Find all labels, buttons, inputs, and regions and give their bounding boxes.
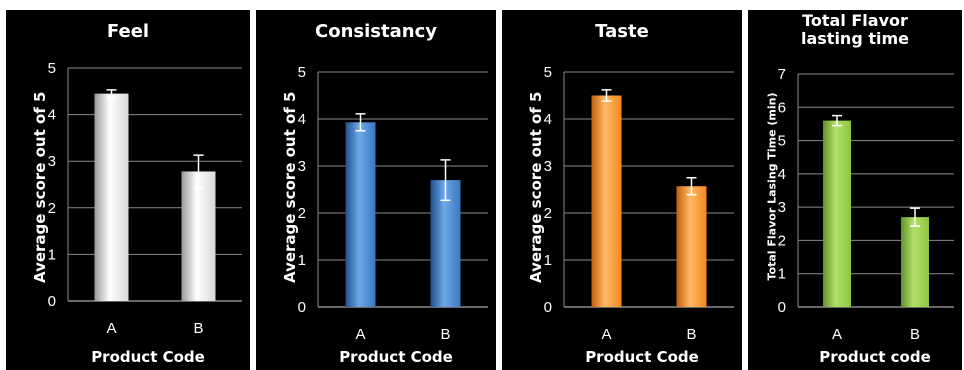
bar-chart-consistancy: 0 1 2 3 4 5 A B bbox=[298, 64, 488, 343]
chart-title: Consistancy bbox=[315, 21, 437, 42]
bar bbox=[823, 120, 851, 307]
y-tick-label: 1 bbox=[544, 252, 552, 269]
chart-title-line-2: lasting time bbox=[800, 29, 909, 48]
bar-chart-feel: 0 1 2 3 4 5 A B bbox=[48, 60, 242, 337]
y-tick-label: 2 bbox=[298, 205, 306, 222]
x-tick-label: B bbox=[193, 320, 203, 337]
y-tick-label: 4 bbox=[298, 111, 306, 128]
y-axis-title: Average score out of 5 bbox=[527, 91, 545, 283]
bar bbox=[345, 122, 376, 307]
y-axis-title: Average score out of 5 bbox=[31, 91, 49, 283]
x-axis-title: Product Code bbox=[585, 348, 699, 366]
chart-title: Feel bbox=[106, 21, 150, 42]
chart-title: Taste bbox=[595, 21, 649, 42]
y-tick-label: 2 bbox=[778, 232, 786, 249]
x-tick-label: A bbox=[355, 326, 365, 343]
x-axis-title: Product Code bbox=[339, 348, 453, 366]
y-tick-label: 0 bbox=[48, 293, 56, 310]
bar bbox=[94, 93, 129, 301]
x-tick-label: A bbox=[106, 320, 116, 337]
bar bbox=[901, 217, 929, 307]
bar-chart-taste: 0 1 2 3 4 5 A B bbox=[544, 64, 734, 343]
panel-taste: Taste 0 1 2 3 4 5 A B Average score out of 5 Pr… bbox=[502, 10, 742, 370]
y-tick-label: 5 bbox=[48, 60, 56, 77]
x-tick-label: B bbox=[910, 326, 920, 343]
x-tick-label: A bbox=[832, 326, 842, 343]
y-tick-label: 2 bbox=[48, 200, 56, 217]
y-tick-label: 0 bbox=[544, 299, 552, 316]
y-tick-label: 2 bbox=[544, 205, 552, 222]
y-tick-label: 5 bbox=[778, 133, 786, 150]
y-tick-label: 3 bbox=[298, 158, 306, 175]
chart-title: Total Flavor lasting time bbox=[748, 12, 962, 48]
x-tick-label: B bbox=[686, 326, 696, 343]
y-tick-label: 4 bbox=[48, 107, 56, 124]
x-tick-label: A bbox=[601, 326, 611, 343]
chart-title-line-1: Total Flavor bbox=[802, 11, 908, 30]
y-axis-title: Total Flavor Lasing Time (min) bbox=[765, 92, 779, 281]
y-tick-label: 0 bbox=[778, 299, 786, 316]
y-tick-label: 6 bbox=[778, 99, 786, 116]
y-tick-label: 3 bbox=[48, 153, 56, 170]
y-tick-label: 5 bbox=[544, 64, 552, 81]
panel-feel: Feel 0 1 2 3 4 5 A B Average score out of 5 Pro… bbox=[6, 10, 250, 370]
bar bbox=[591, 95, 622, 307]
y-tick-label: 4 bbox=[544, 111, 552, 128]
y-tick-label: 7 bbox=[778, 66, 786, 83]
x-tick-label: B bbox=[440, 326, 450, 343]
y-tick-label: 0 bbox=[298, 299, 306, 316]
bar bbox=[676, 186, 707, 307]
y-axis-title: Average score out of 5 bbox=[281, 91, 299, 283]
bar bbox=[430, 180, 461, 307]
y-tick-label: 3 bbox=[544, 158, 552, 175]
y-tick-label: 4 bbox=[778, 166, 786, 183]
y-tick-label: 1 bbox=[778, 266, 786, 283]
y-tick-label: 1 bbox=[48, 246, 56, 263]
x-axis-title: Product Code bbox=[91, 348, 205, 366]
bar-chart-flavor-time: 0 1 2 3 4 5 6 7 A B bbox=[778, 66, 954, 343]
panel-consistancy: Consistancy 0 1 2 3 4 5 A B Average score out o… bbox=[256, 10, 496, 370]
panel-flavor-time: Total Flavor lasting time 0 1 2 3 4 5 6 7 A B Tot… bbox=[748, 10, 962, 370]
y-tick-label: 5 bbox=[298, 64, 306, 81]
y-tick-label: 1 bbox=[298, 252, 306, 269]
bar bbox=[181, 171, 216, 301]
x-axis-title: Product code bbox=[819, 348, 931, 366]
y-tick-label: 3 bbox=[778, 199, 786, 216]
